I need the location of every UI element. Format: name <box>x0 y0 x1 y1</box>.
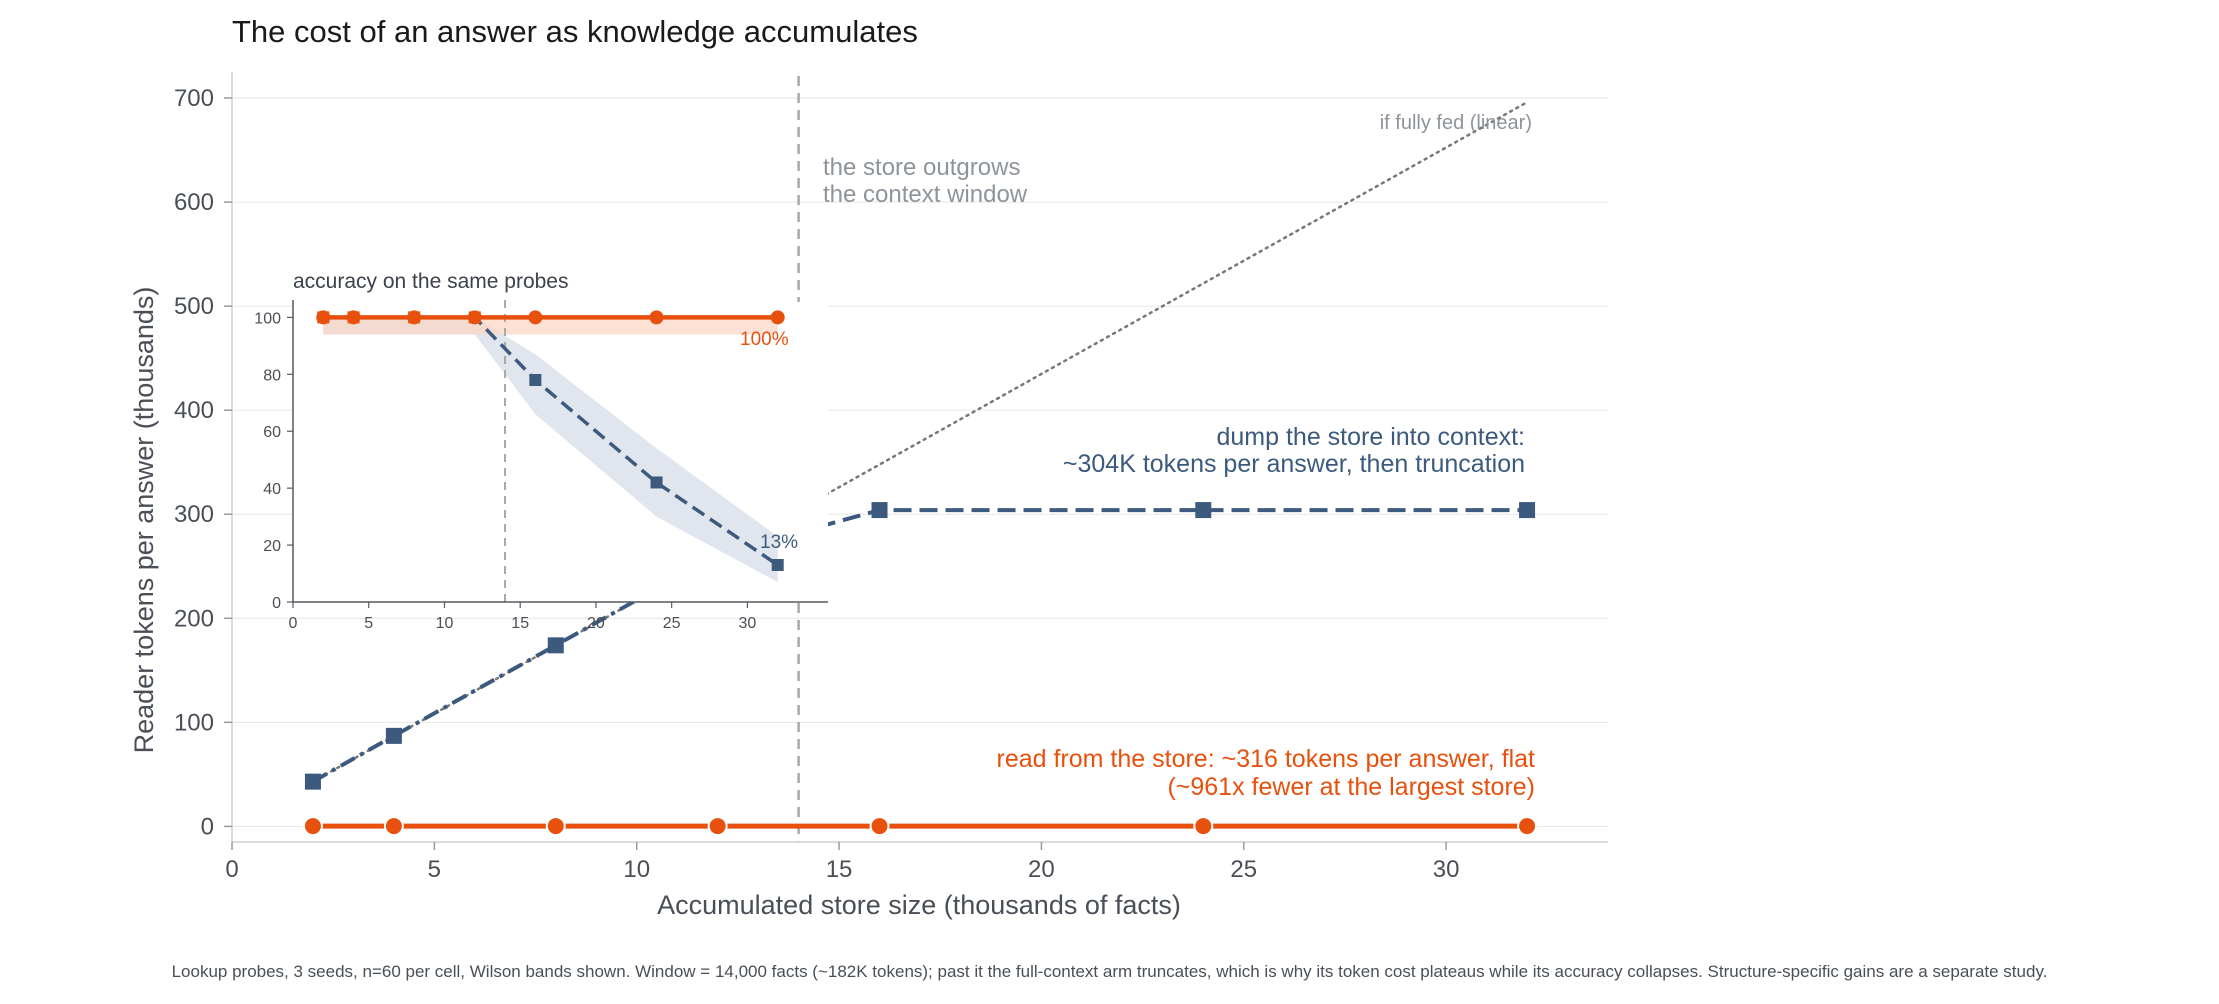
inset-x-tick-label: 30 <box>739 615 757 632</box>
series-dump-line-rising <box>311 553 719 784</box>
main-series <box>302 100 1538 837</box>
read-point <box>545 816 566 837</box>
inset-read-point <box>649 310 664 325</box>
inset-series <box>316 310 785 571</box>
inset-dump-point <box>529 374 542 386</box>
y-tick-label: 200 <box>174 605 214 632</box>
series-dump-line-plateau <box>717 508 1528 557</box>
read-point <box>869 816 890 837</box>
inset-dump-point <box>317 311 330 324</box>
inset-y-tick-label: 0 <box>272 595 281 612</box>
inset-band-read <box>323 317 778 335</box>
inset-y-tick-label: 60 <box>263 424 281 441</box>
y-tick-label: 600 <box>174 189 214 216</box>
inset-dump-point <box>468 311 481 324</box>
inset-label-orange: 100% <box>740 329 789 350</box>
x-tick-label: 30 <box>1433 856 1460 883</box>
read-point <box>383 816 404 837</box>
y-axis-label: Reader tokens per answer (thousands) <box>129 287 159 754</box>
y-tick-label: 700 <box>174 85 214 112</box>
x-tick-label: 25 <box>1230 856 1257 883</box>
vline-label-line-2: the context window <box>823 181 1028 208</box>
inset-axes: 0 20 40 60 80 100 0 5 10 15 20 25 30 <box>254 300 828 632</box>
inset-bands <box>293 302 828 602</box>
inset-y-tick-label: 100 <box>254 310 281 327</box>
x-axis-label: Accumulated store size (thousands of fac… <box>657 890 1181 920</box>
dump-point <box>1195 502 1212 519</box>
inset-accuracy-chart: 0 20 40 60 80 100 0 5 10 15 20 25 30 accuracy on the… <box>254 270 828 632</box>
dump-point <box>547 637 564 654</box>
dump-point <box>304 773 321 790</box>
read-label-line-2: (~961x fewer at the largest store) <box>1167 773 1535 801</box>
y-tick-label: 300 <box>174 501 214 528</box>
x-tick-label: 15 <box>826 856 853 883</box>
inset-band-dump <box>323 317 778 583</box>
figure-caption: Lookup probes, 3 seeds, n=60 per cell, W… <box>171 962 2048 981</box>
dump-point <box>385 727 402 744</box>
x-tick-label: 20 <box>1028 856 1055 883</box>
x-tick-label: 0 <box>225 856 238 883</box>
inset-dump-point <box>650 476 663 489</box>
x-tick-label: 5 <box>428 856 441 883</box>
inset-label-blue: 13% <box>760 532 798 553</box>
inset-y-tick-label: 40 <box>263 481 281 498</box>
inset-x-tick-label: 0 <box>289 615 298 632</box>
inset-x-tick-label: 25 <box>663 615 681 632</box>
read-point <box>302 816 323 837</box>
inset-x-tick-label: 15 <box>511 615 529 632</box>
dump-label-line-2: ~304K tokens per answer, then truncation <box>1063 450 1525 478</box>
y-tick-label: 0 <box>201 813 214 840</box>
inset-dump-point <box>347 311 360 324</box>
vline-label-line-1: the store outgrows <box>823 154 1020 181</box>
inset-x-tick-label: 10 <box>436 615 454 632</box>
inset-x-tick-label: 5 <box>364 615 373 632</box>
y-tick-label: 100 <box>174 709 214 736</box>
chart-title: The cost of an answer as knowledge accum… <box>232 14 918 49</box>
x-tick-label: 10 <box>623 856 650 883</box>
y-tick-label: 400 <box>174 397 214 424</box>
dump-point <box>871 502 888 519</box>
read-label-line-1: read from the store: ~316 tokens per ans… <box>997 745 1536 773</box>
inset-read-point <box>770 310 785 325</box>
inset-y-tick-label: 80 <box>263 367 281 384</box>
read-point <box>1193 816 1214 837</box>
inset-y-tick-label: 20 <box>263 538 281 555</box>
y-tick-label: 500 <box>174 293 214 320</box>
inset-dump-point <box>771 559 784 571</box>
inset-x-tick-label: 20 <box>587 615 605 632</box>
inset-title: accuracy on the same probes <box>293 270 568 293</box>
inset-read-point <box>528 310 543 325</box>
linear-label: if fully fed (linear) <box>1380 112 1532 134</box>
dump-point <box>1519 502 1536 519</box>
read-point <box>1517 816 1538 837</box>
read-point <box>707 816 728 837</box>
dump-label-line-1: dump the store into context: <box>1216 423 1525 451</box>
inset-dump-point <box>408 311 421 324</box>
